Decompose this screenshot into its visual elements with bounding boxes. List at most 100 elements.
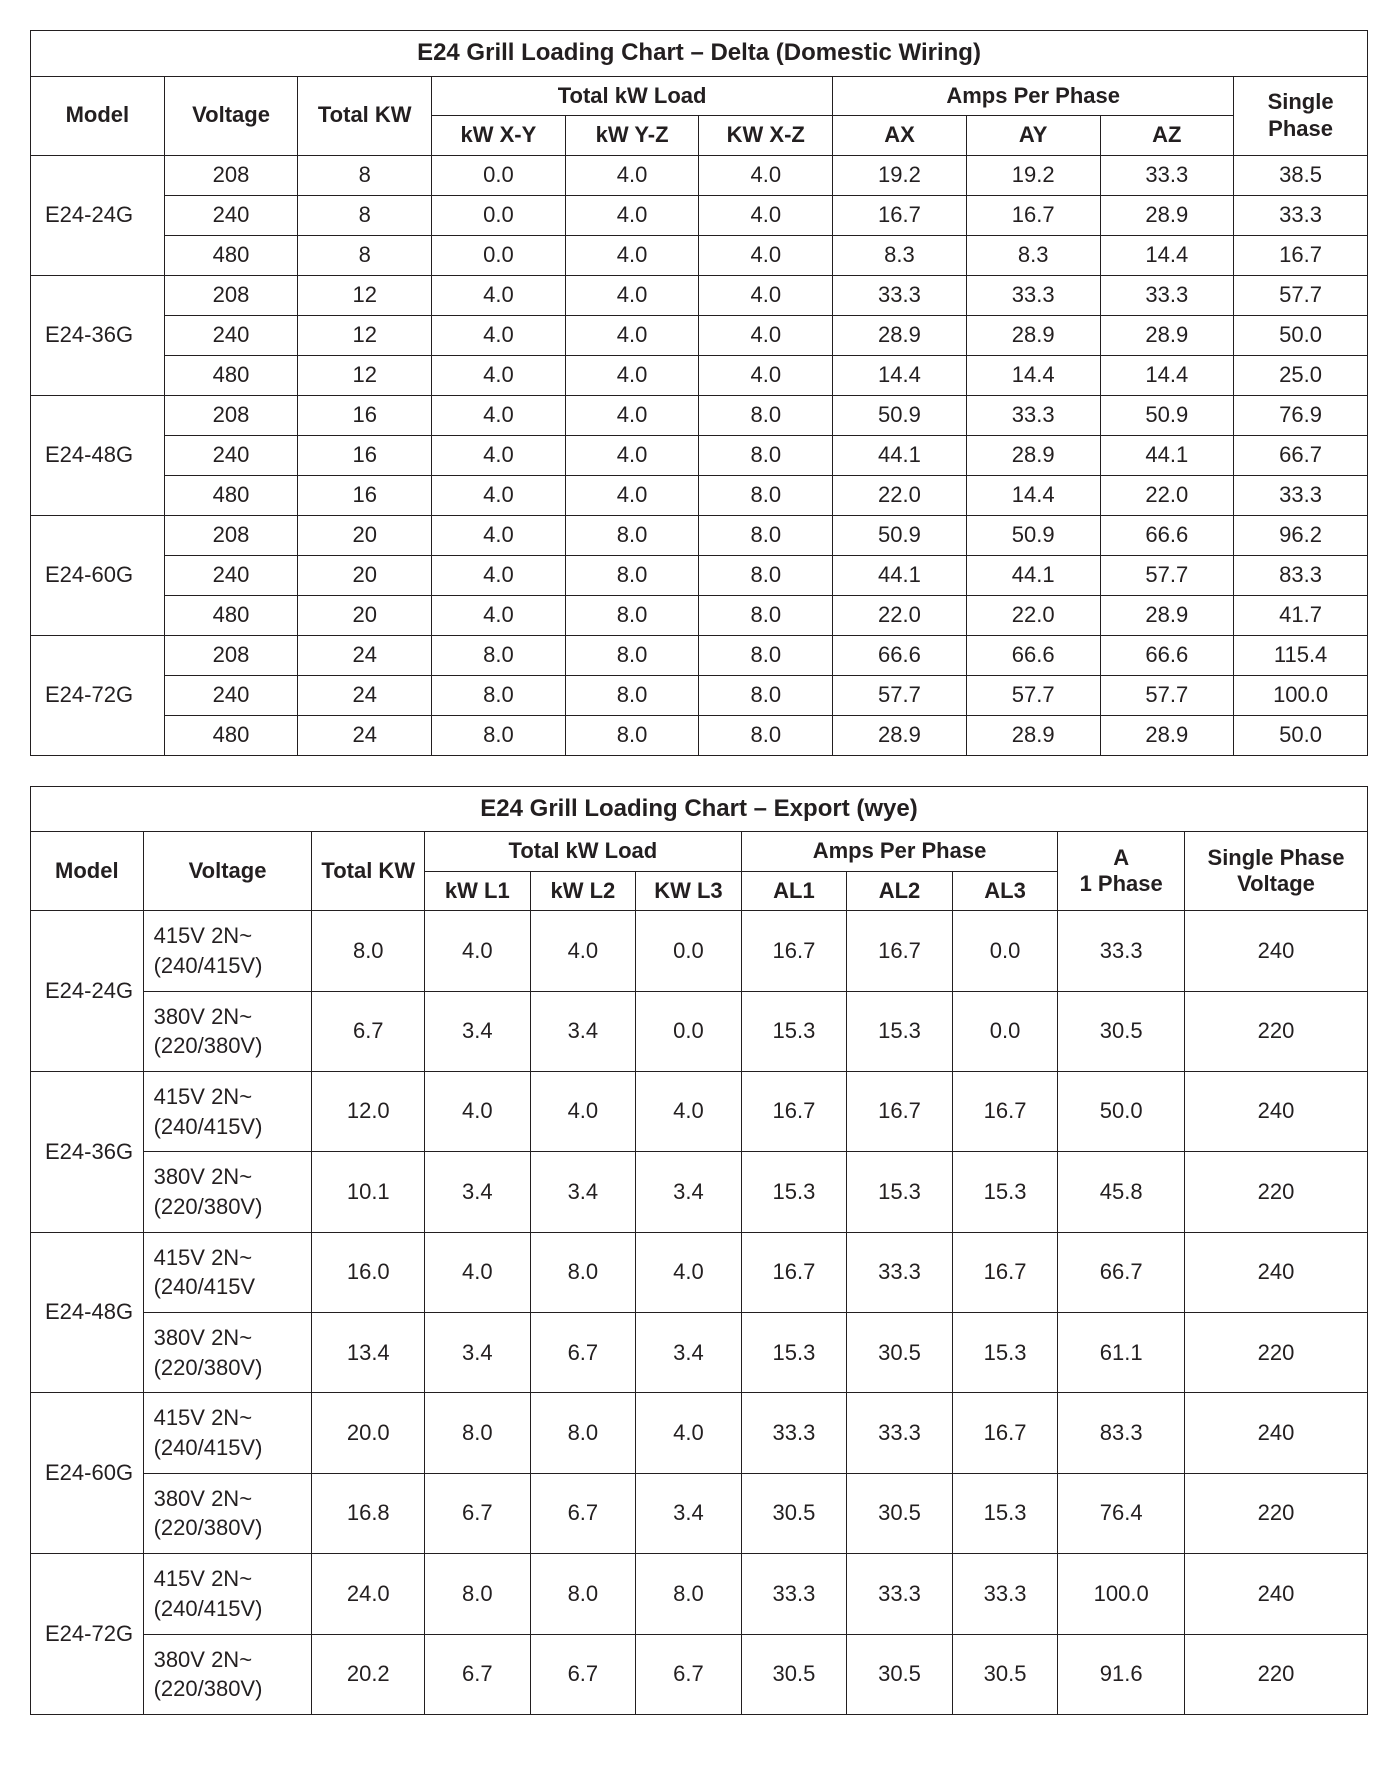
table-row: E24-36G208124.04.04.033.333.333.357.7 xyxy=(31,275,1368,315)
model-cell: E24-24G xyxy=(31,911,144,1072)
cell-totalkw: 8.0 xyxy=(312,911,425,991)
cell-voltage: 380V 2N~(220/380V) xyxy=(143,1313,312,1393)
cell-kwl2: 4.0 xyxy=(530,911,636,991)
cell-al2: 33.3 xyxy=(847,1232,953,1312)
table-row: 380V 2N~(220/380V)13.43.46.73.415.330.51… xyxy=(31,1313,1368,1393)
cell-az: 33.3 xyxy=(1100,275,1234,315)
cell-kwxz: 8.0 xyxy=(699,635,833,675)
cell-al1: 30.5 xyxy=(741,1634,847,1714)
cell-kwxz: 8.0 xyxy=(699,555,833,595)
cell-ay: 28.9 xyxy=(966,315,1100,355)
cell-ax: 44.1 xyxy=(833,555,967,595)
hdr-voltage-e: Voltage xyxy=(143,832,312,911)
hdr-az: AZ xyxy=(1100,116,1234,155)
cell-kwxz: 4.0 xyxy=(699,155,833,195)
table-row: E24-48G208164.04.08.050.933.350.976.9 xyxy=(31,395,1368,435)
cell-kwxy: 0.0 xyxy=(432,235,566,275)
cell-kwl2: 4.0 xyxy=(530,1071,636,1151)
cell-spv: 220 xyxy=(1184,1634,1367,1714)
cell-ax: 33.3 xyxy=(833,275,967,315)
cell-kwl3: 3.4 xyxy=(636,1152,742,1232)
cell-single: 57.7 xyxy=(1234,275,1368,315)
cell-ax: 14.4 xyxy=(833,355,967,395)
cell-kwxy: 0.0 xyxy=(432,155,566,195)
cell-ay: 33.3 xyxy=(966,395,1100,435)
cell-spv: 220 xyxy=(1184,1152,1367,1232)
cell-az: 28.9 xyxy=(1100,715,1234,755)
cell-al2: 30.5 xyxy=(847,1634,953,1714)
delta-table-wrap: E24 Grill Loading Chart – Delta (Domesti… xyxy=(30,30,1368,756)
cell-kwl3: 4.0 xyxy=(636,1393,742,1473)
cell-totalkw: 12 xyxy=(298,355,432,395)
table-row: E24-24G20880.04.04.019.219.233.338.5 xyxy=(31,155,1368,195)
cell-kwl2: 3.4 xyxy=(530,1152,636,1232)
table-row: E24-72G208248.08.08.066.666.666.6115.4 xyxy=(31,635,1368,675)
cell-ax: 28.9 xyxy=(833,715,967,755)
hdr-kwl3: KW L3 xyxy=(636,871,742,910)
cell-kwl1: 4.0 xyxy=(425,1071,531,1151)
hdr-al2: AL2 xyxy=(847,871,953,910)
table-row: E24-36G415V 2N~(240/415V)12.04.04.04.016… xyxy=(31,1071,1368,1151)
cell-ax: 16.7 xyxy=(833,195,967,235)
cell-az: 28.9 xyxy=(1100,315,1234,355)
cell-totalkw: 6.7 xyxy=(312,991,425,1071)
cell-kwl1: 8.0 xyxy=(425,1393,531,1473)
cell-totalkw: 8 xyxy=(298,235,432,275)
cell-kwxy: 4.0 xyxy=(432,555,566,595)
cell-kwl3: 8.0 xyxy=(636,1554,742,1634)
cell-az: 14.4 xyxy=(1100,235,1234,275)
model-cell: E24-48G xyxy=(31,395,165,515)
cell-totalkw: 20 xyxy=(298,515,432,555)
cell-kwxy: 4.0 xyxy=(432,395,566,435)
hdr-ampsphase: Amps Per Phase xyxy=(833,76,1234,115)
hdr-kwxy: kW X-Y xyxy=(432,116,566,155)
cell-voltage: 380V 2N~(220/380V) xyxy=(143,991,312,1071)
cell-voltage: 480 xyxy=(164,595,298,635)
cell-ay: 66.6 xyxy=(966,635,1100,675)
cell-kwl1: 4.0 xyxy=(425,1232,531,1312)
cell-totalkw: 16 xyxy=(298,435,432,475)
cell-spv: 240 xyxy=(1184,1393,1367,1473)
cell-kwxy: 4.0 xyxy=(432,315,566,355)
model-cell: E24-72G xyxy=(31,1554,144,1715)
cell-kwxz: 8.0 xyxy=(699,595,833,635)
cell-al1: 16.7 xyxy=(741,1071,847,1151)
cell-al2: 33.3 xyxy=(847,1393,953,1473)
cell-ay: 33.3 xyxy=(966,275,1100,315)
cell-kwl2: 8.0 xyxy=(530,1554,636,1634)
cell-single: 33.3 xyxy=(1234,475,1368,515)
delta-table: E24 Grill Loading Chart – Delta (Domesti… xyxy=(30,30,1368,756)
cell-al1: 15.3 xyxy=(741,991,847,1071)
cell-ax: 44.1 xyxy=(833,435,967,475)
hdr-kwyz: kW Y-Z xyxy=(565,116,699,155)
cell-kwxy: 8.0 xyxy=(432,715,566,755)
cell-al3: 30.5 xyxy=(952,1634,1058,1714)
table-row: 380V 2N~(220/380V)10.13.43.43.415.315.31… xyxy=(31,1152,1368,1232)
cell-single: 83.3 xyxy=(1234,555,1368,595)
cell-totalkw: 16.0 xyxy=(312,1232,425,1312)
cell-ay: 16.7 xyxy=(966,195,1100,235)
cell-kwxy: 4.0 xyxy=(432,435,566,475)
cell-ay: 19.2 xyxy=(966,155,1100,195)
cell-kwxz: 8.0 xyxy=(699,395,833,435)
cell-voltage: 480 xyxy=(164,235,298,275)
cell-single: 33.3 xyxy=(1234,195,1368,235)
cell-kwxz: 8.0 xyxy=(699,675,833,715)
cell-ax: 28.9 xyxy=(833,315,967,355)
cell-ay: 14.4 xyxy=(966,355,1100,395)
table-row: 480124.04.04.014.414.414.425.0 xyxy=(31,355,1368,395)
cell-voltage: 240 xyxy=(164,195,298,235)
cell-kwyz: 4.0 xyxy=(565,235,699,275)
cell-kwxy: 4.0 xyxy=(432,475,566,515)
cell-al2: 15.3 xyxy=(847,1152,953,1232)
model-cell: E24-60G xyxy=(31,515,165,635)
hdr-totalload-e: Total kW Load xyxy=(425,832,742,871)
cell-kwl1: 8.0 xyxy=(425,1554,531,1634)
cell-ax: 8.3 xyxy=(833,235,967,275)
cell-al1: 15.3 xyxy=(741,1313,847,1393)
cell-single: 76.9 xyxy=(1234,395,1368,435)
cell-kwl2: 8.0 xyxy=(530,1232,636,1312)
cell-voltage: 240 xyxy=(164,675,298,715)
cell-kwyz: 4.0 xyxy=(565,155,699,195)
hdr-totalload: Total kW Load xyxy=(432,76,833,115)
